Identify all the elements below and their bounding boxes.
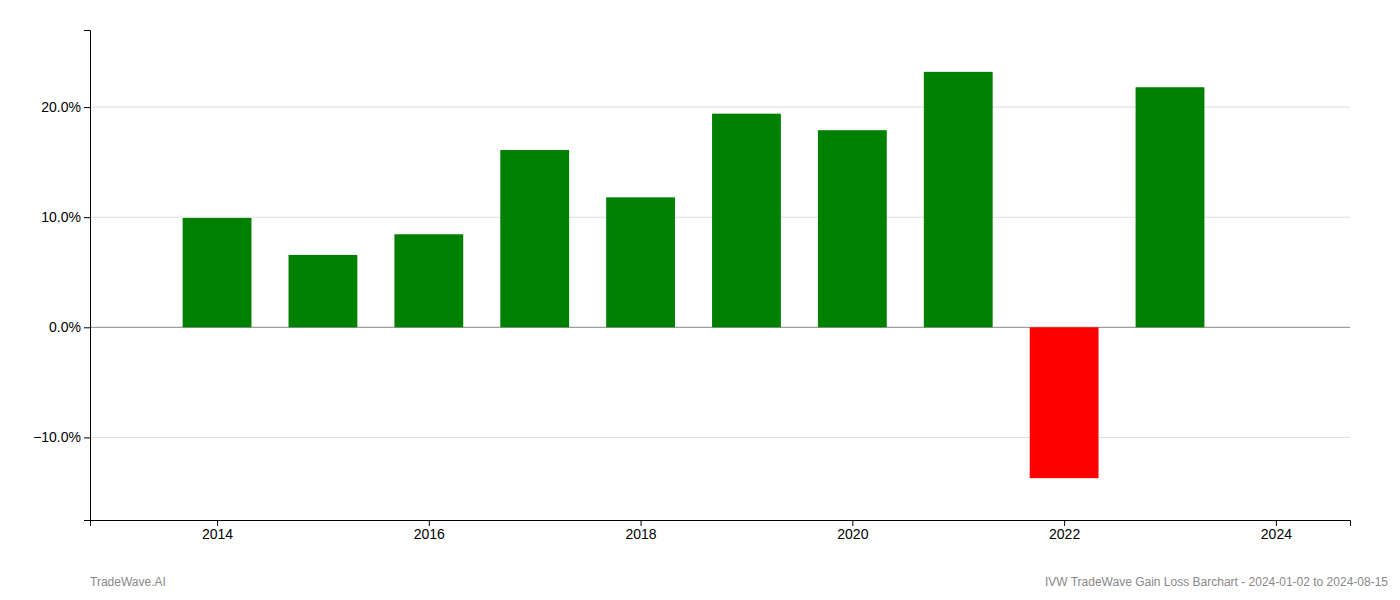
x-axis-line bbox=[91, 521, 1351, 527]
y-tick-label: 20.0% bbox=[41, 99, 81, 115]
bars bbox=[183, 72, 1205, 478]
y-tick: 0.0% bbox=[49, 319, 90, 335]
x-tick: 2016 bbox=[414, 520, 445, 542]
bar bbox=[818, 130, 887, 327]
x-tick: 2024 bbox=[1261, 520, 1292, 542]
y-tick: 20.0% bbox=[41, 99, 90, 115]
y-tick-label: −10.0% bbox=[33, 429, 81, 445]
y-axis-line bbox=[84, 31, 91, 521]
bar bbox=[500, 150, 569, 327]
x-tick-label: 2020 bbox=[837, 526, 868, 542]
footer: IVW TradeWave Gain Loss Barchart - 2024-… bbox=[1045, 575, 1388, 589]
x-tick: 2018 bbox=[626, 520, 657, 542]
x-tick: 2014 bbox=[202, 520, 233, 542]
y-tick-label: 0.0% bbox=[49, 319, 81, 335]
bar bbox=[1136, 87, 1205, 327]
bar bbox=[606, 197, 675, 327]
grid-line bbox=[90, 437, 1350, 438]
y-tick-mark bbox=[84, 107, 90, 108]
y-tick: 10.0% bbox=[41, 209, 90, 225]
y-tick-label: 10.0% bbox=[41, 209, 81, 225]
x-tick: 2022 bbox=[1049, 520, 1080, 542]
chart: 2014 2016 2018 2020 2022 2024 −10.0% 0.0% 10.0% 2… bbox=[0, 0, 1400, 600]
bar bbox=[924, 72, 993, 327]
bar bbox=[394, 234, 463, 327]
x-tick: 2020 bbox=[837, 520, 868, 542]
x-tick-label: 2024 bbox=[1261, 526, 1292, 542]
y-tick: −10.0% bbox=[33, 429, 90, 445]
x-tick-label: 2016 bbox=[414, 526, 445, 542]
bar bbox=[712, 114, 781, 328]
y-axis: −10.0% 0.0% 10.0% 20.0% bbox=[33, 31, 90, 521]
x-tick-label: 2022 bbox=[1049, 526, 1080, 542]
footer: TradeWave.AI bbox=[90, 575, 166, 589]
bar bbox=[183, 218, 252, 327]
bar bbox=[289, 255, 358, 327]
x-axis: 2014 2016 2018 2020 2022 2024 bbox=[91, 520, 1351, 542]
x-tick-label: 2014 bbox=[202, 526, 233, 542]
x-tick-label: 2018 bbox=[626, 526, 657, 542]
y-tick-mark bbox=[84, 327, 90, 328]
bar bbox=[1030, 327, 1099, 478]
y-tick-mark bbox=[84, 437, 90, 438]
y-tick-mark bbox=[84, 217, 90, 218]
